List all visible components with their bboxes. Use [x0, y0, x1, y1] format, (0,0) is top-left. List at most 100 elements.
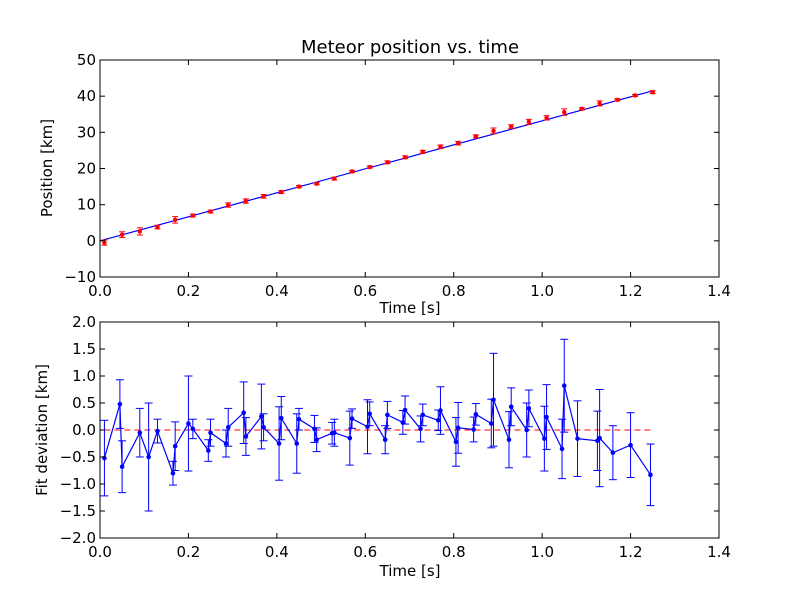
deviation-data-point [332, 430, 337, 436]
position-data-point [491, 128, 496, 134]
deviation-data-point [418, 426, 423, 432]
deviation-data-point [312, 426, 317, 432]
bottom-y-tick-label: −1.5 [60, 502, 96, 520]
position-data-point [279, 189, 284, 195]
bottom-x-tick-label: 0.6 [353, 543, 377, 561]
position-data-point [332, 176, 337, 181]
top-chart-title: Meteor position vs. time [301, 37, 519, 58]
position-data-point [296, 184, 302, 189]
top-x-ticks: 0.0 0.2 0.4 0.6 0.8 1.0 1.2 1.4 [88, 60, 731, 300]
deviation-data-point [314, 437, 319, 443]
bottom-x-tick-label: 0.8 [442, 543, 466, 561]
position-data-point [102, 240, 107, 245]
bottom-x-tick-label: 1.2 [619, 543, 643, 561]
deviation-data-point [488, 421, 494, 426]
bottom-x-tick-label: 0.2 [176, 543, 200, 561]
position-data-point [137, 229, 142, 234]
top-x-tick-label: 0.2 [176, 282, 200, 300]
deviation-data-point [347, 435, 353, 441]
deviation-data-point [208, 430, 213, 436]
position-data-point [455, 140, 461, 146]
bottom-y-tick-label: −2.0 [60, 529, 96, 547]
deviation-data-point [420, 412, 426, 418]
bottom-y-tick-label: 0.0 [72, 421, 96, 439]
position-data-point [632, 93, 638, 98]
position-data-point [385, 160, 390, 165]
position-data-point [544, 115, 549, 121]
deviation-data-point [190, 426, 196, 432]
top-y-tick-label: 10 [77, 196, 96, 214]
deviation-data-point [382, 437, 388, 443]
deviation-data-point [137, 430, 143, 436]
deviation-data-point [544, 414, 549, 420]
bottom-x-tick-label: 1.4 [707, 543, 731, 561]
top-y-tick-label: 20 [77, 160, 96, 178]
position-data-point [190, 213, 196, 218]
deviation-data-point [400, 420, 406, 425]
deviation-data-point [628, 442, 633, 448]
top-x-tick-label: 0.6 [353, 282, 377, 300]
bottom-y-tick-label: 1.0 [72, 367, 96, 385]
position-data-point [420, 149, 425, 155]
bottom-y-axis-label: Fit deviation [km] [33, 364, 51, 496]
deviation-data-point [102, 455, 107, 461]
bottom-y-ticks: −2.0 −1.5 −1.0 −0.5 0.0 0.5 1.0 1.5 2.0 [60, 313, 719, 547]
position-data-point [243, 198, 249, 204]
bottom-y-tick-label: 2.0 [72, 313, 96, 331]
deviation-data-point [435, 417, 441, 423]
deviation-data-point [170, 470, 176, 476]
position-data-point [226, 202, 231, 208]
bottom-x-tick-label: 0.4 [265, 543, 289, 561]
deviation-data-point [186, 421, 191, 426]
deviation-data-point [349, 416, 355, 421]
position-data-point [562, 109, 567, 115]
top-x-tick-label: 1.0 [530, 282, 554, 300]
deviation-data-point [223, 441, 229, 446]
bottom-y-tick-label: −1.0 [60, 475, 96, 493]
position-plot-area [99, 89, 656, 246]
top-x-tick-label: 0.4 [265, 282, 289, 300]
deviation-data-point [575, 436, 580, 441]
deviation-data-point [278, 415, 284, 421]
position-data-point [402, 155, 408, 160]
deviation-data-point [294, 441, 300, 446]
deviation-data-point [597, 435, 602, 441]
position-data-point [119, 232, 125, 237]
top-x-axis-label: Time [s] [379, 299, 441, 317]
top-x-tick-label: 0.0 [88, 282, 112, 300]
top-y-tick-label: 40 [77, 87, 96, 105]
bottom-y-tick-label: 0.5 [72, 394, 96, 412]
deviation-data-point [453, 439, 459, 445]
deviation-data-point [225, 425, 231, 430]
position-data-point [508, 124, 514, 129]
deviation-data-point [648, 472, 653, 478]
deviation-data-point [241, 410, 246, 416]
bottom-x-ticks: 0.0 0.2 0.4 0.6 0.8 1.0 1.2 1.4 [88, 322, 731, 561]
top-y-tick-label: 30 [77, 123, 96, 141]
bottom-y-tick-label: −0.5 [60, 448, 96, 466]
deviation-data-point [206, 448, 211, 453]
deviation-data-point [471, 427, 476, 432]
deviation-data-point [172, 443, 178, 449]
position-data-point [349, 169, 355, 174]
position-data-point [597, 101, 602, 106]
position-data-point [172, 217, 178, 223]
position-data-point [208, 209, 213, 214]
top-y-tick-label: 0 [86, 232, 96, 250]
position-data-point [155, 224, 160, 230]
position-data-point [615, 97, 620, 102]
position-data-point [650, 89, 655, 95]
deviation-data-point [508, 404, 514, 410]
deviation-data-point [296, 416, 302, 422]
position-data-point [367, 164, 372, 170]
position-data-point [438, 144, 443, 149]
top-y-ticks: −10 0 10 20 30 40 50 [64, 51, 719, 286]
top-y-tick-label: 50 [77, 51, 96, 69]
position-data-point [579, 106, 585, 112]
top-x-tick-label: 0.8 [442, 282, 466, 300]
top-y-axis-label: Position [km] [38, 119, 56, 217]
deviation-data-point [146, 454, 151, 460]
deviation-series-line [103, 385, 651, 476]
